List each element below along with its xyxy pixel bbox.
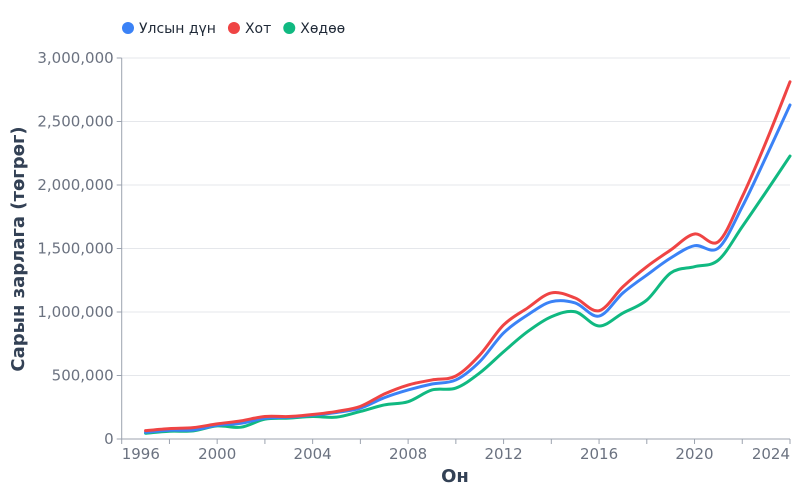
y-tick-label: 1,500,000 bbox=[37, 240, 113, 258]
legend-swatch bbox=[227, 22, 240, 34]
x-axis: 1996 2000 2004 2008 2012 2016 2020 2024 bbox=[121, 438, 791, 463]
legend-label: Хөдөө bbox=[300, 21, 345, 37]
x-tick-label: 2016 bbox=[580, 445, 618, 463]
y-tick-label: 2,500,000 bbox=[37, 113, 113, 131]
legend-swatch bbox=[122, 22, 134, 34]
x-tick-label: 2012 bbox=[484, 445, 522, 463]
x-tick-label: 2008 bbox=[389, 445, 427, 463]
legend-label: Хот bbox=[245, 21, 271, 37]
y-tick-label: 2,000,000 bbox=[37, 176, 113, 194]
legend-item[interactable]: Хот bbox=[227, 21, 271, 37]
series-lines bbox=[144, 80, 792, 435]
x-tick-label: 2020 bbox=[675, 445, 713, 463]
x-tick-label: 2000 bbox=[198, 445, 236, 463]
series-line-2 bbox=[144, 154, 792, 435]
series-line-1 bbox=[144, 80, 792, 433]
legend-swatch bbox=[283, 22, 296, 34]
y-axis: 0 500,000 1,000,000 1,500,000 2,000,000 2,500… bbox=[37, 49, 123, 448]
legend: Улсын дүн Хот Хөдөө bbox=[122, 21, 345, 37]
y-tick-label: 3,000,000 bbox=[37, 49, 113, 67]
series-line-0 bbox=[144, 103, 792, 434]
x-tick-label: 2004 bbox=[294, 445, 332, 463]
legend-item[interactable]: Улсын дүн bbox=[122, 21, 216, 37]
legend-item[interactable]: Хөдөө bbox=[283, 21, 345, 37]
x-tick-label: 1996 bbox=[122, 445, 160, 463]
x-tick-label: 2024 bbox=[752, 445, 790, 463]
y-tick-label: 500,000 bbox=[52, 367, 114, 385]
legend-label: Улсын дүн bbox=[139, 21, 216, 37]
x-axis-title: Он bbox=[441, 466, 469, 487]
y-tick-label: 1,000,000 bbox=[37, 303, 113, 321]
y-axis-title: Сарын зарлага (төгрөг) bbox=[8, 126, 29, 371]
y-tick-label: 0 bbox=[104, 430, 114, 448]
grid-lines bbox=[121, 57, 790, 376]
